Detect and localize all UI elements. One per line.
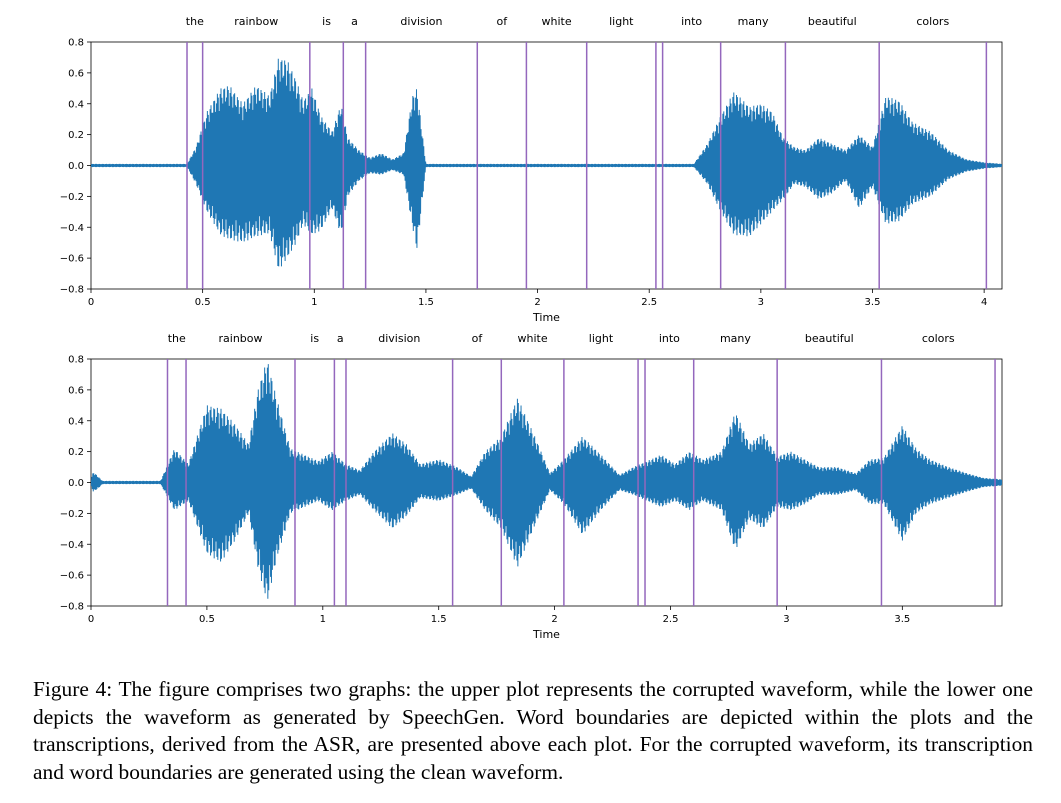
x-tick-label: 0 bbox=[88, 614, 94, 625]
transcription-word: white bbox=[541, 15, 571, 28]
transcription-word: division bbox=[378, 332, 420, 345]
x-tick-label: 0.5 bbox=[195, 297, 211, 308]
y-tick-label: 0.6 bbox=[68, 385, 84, 396]
speechgen-x-axis-label: Time bbox=[532, 628, 560, 641]
x-tick-label: 3 bbox=[783, 614, 789, 625]
transcription-word: beautiful bbox=[808, 15, 857, 28]
y-tick-label: 0.0 bbox=[68, 478, 84, 489]
y-tick-label: 0.0 bbox=[68, 161, 84, 172]
y-tick-label: −0.6 bbox=[60, 254, 84, 265]
x-tick-label: 2.5 bbox=[663, 614, 679, 625]
waveform-line bbox=[91, 364, 1002, 599]
speechgen-transcription: the rainbow is a division of white light into man… bbox=[168, 332, 955, 345]
corrupted-x-axis-label: Time bbox=[532, 311, 560, 324]
y-tick-label: 0.6 bbox=[68, 68, 84, 79]
x-tick-label: 3.5 bbox=[894, 614, 910, 625]
x-tick-label: 3.5 bbox=[865, 297, 881, 308]
figure-caption: Figure 4: The figure comprises two graph… bbox=[33, 677, 1033, 784]
transcription-word: beautiful bbox=[805, 332, 854, 345]
speechgen-x-axis-ticks: 0 0.5 1 1.5 2 2.5 3 3.5 bbox=[88, 606, 910, 625]
transcription-word: into bbox=[681, 15, 702, 28]
y-tick-label: 0.2 bbox=[68, 447, 84, 458]
y-tick-label: −0.2 bbox=[60, 509, 84, 520]
transcription-word: light bbox=[609, 15, 634, 28]
transcription-word: colors bbox=[922, 332, 955, 345]
y-tick-label: 0.4 bbox=[68, 416, 84, 427]
transcription-word: a bbox=[351, 15, 358, 28]
x-tick-label: 2.5 bbox=[641, 297, 657, 308]
transcription-word: rainbow bbox=[219, 332, 263, 345]
corrupted-waveform-plot: the rainbow is a division of white light into man… bbox=[60, 15, 1003, 324]
transcription-word: a bbox=[337, 332, 344, 345]
transcription-word: division bbox=[400, 15, 442, 28]
x-tick-label: 4 bbox=[981, 297, 987, 308]
corrupted-word-boundaries bbox=[186, 42, 988, 289]
transcription-word: the bbox=[168, 332, 186, 345]
transcription-word: of bbox=[472, 332, 484, 345]
x-tick-label: 1 bbox=[311, 297, 317, 308]
transcription-word: is bbox=[310, 332, 319, 345]
speechgen-word-boundaries bbox=[166, 359, 996, 606]
corrupted-transcription: the rainbow is a division of white light into man… bbox=[186, 15, 950, 28]
x-tick-label: 0 bbox=[88, 297, 94, 308]
x-tick-label: 1.5 bbox=[418, 297, 434, 308]
speechgen-y-axis-ticks: 0.8 0.6 0.4 0.2 0.0 −0.2 −0.4 −0.6 −0.8 bbox=[60, 355, 91, 613]
y-tick-label: −0.4 bbox=[60, 223, 84, 234]
y-tick-label: −0.8 bbox=[60, 602, 84, 613]
x-tick-label: 3 bbox=[758, 297, 764, 308]
y-tick-label: −0.4 bbox=[60, 540, 84, 551]
y-tick-label: 0.8 bbox=[68, 38, 84, 49]
transcription-word: light bbox=[589, 332, 614, 345]
waveform-line bbox=[91, 58, 1002, 267]
y-tick-label: 0.8 bbox=[68, 355, 84, 366]
transcription-word: colors bbox=[916, 15, 949, 28]
transcription-word: into bbox=[659, 332, 680, 345]
x-tick-label: 1 bbox=[320, 614, 326, 625]
transcription-word: white bbox=[518, 332, 548, 345]
transcription-word: the bbox=[186, 15, 204, 28]
y-tick-label: −0.6 bbox=[60, 571, 84, 582]
y-tick-label: 0.2 bbox=[68, 130, 84, 141]
x-tick-label: 0.5 bbox=[199, 614, 215, 625]
transcription-word: of bbox=[497, 15, 509, 28]
corrupted-waveform-signal bbox=[91, 58, 1002, 267]
speechgen-waveform-signal bbox=[91, 364, 1002, 599]
speechgen-waveform-plot: the rainbow is a division of white light into man… bbox=[60, 332, 1003, 641]
x-tick-label: 2 bbox=[534, 297, 540, 308]
corrupted-x-axis-ticks: 0 0.5 1 1.5 2 2.5 3 3.5 4 bbox=[88, 289, 987, 308]
transcription-word: many bbox=[738, 15, 769, 28]
y-tick-label: −0.8 bbox=[60, 285, 84, 296]
corrupted-y-axis-ticks: 0.8 0.6 0.4 0.2 0.0 −0.2 −0.4 −0.6 −0.8 bbox=[60, 38, 91, 296]
y-tick-label: −0.2 bbox=[60, 192, 84, 203]
transcription-word: rainbow bbox=[234, 15, 278, 28]
waveform-figure: the rainbow is a division of white light into man… bbox=[60, 15, 1003, 641]
x-tick-label: 1.5 bbox=[431, 614, 447, 625]
x-tick-label: 2 bbox=[551, 614, 557, 625]
transcription-word: is bbox=[322, 15, 331, 28]
y-tick-label: 0.4 bbox=[68, 99, 84, 110]
transcription-word: many bbox=[720, 332, 751, 345]
